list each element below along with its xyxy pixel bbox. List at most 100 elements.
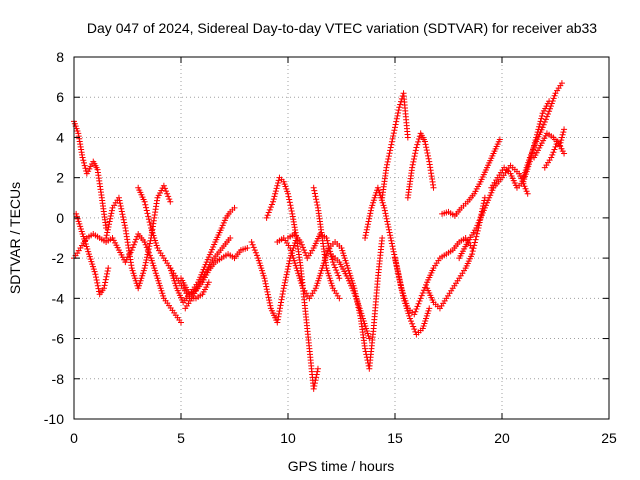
data-point bbox=[336, 295, 343, 302]
data-point bbox=[301, 247, 308, 254]
x-tick-label: 5 bbox=[177, 430, 185, 446]
data-point bbox=[478, 212, 485, 219]
series-arc-17 bbox=[379, 90, 411, 201]
data-point bbox=[342, 257, 349, 264]
data-point bbox=[329, 259, 336, 266]
data-point bbox=[538, 112, 545, 119]
data-point bbox=[262, 280, 269, 287]
data-point bbox=[348, 282, 355, 289]
data-point bbox=[129, 244, 136, 251]
data-point bbox=[155, 277, 162, 284]
data-point bbox=[430, 184, 437, 191]
data-point bbox=[117, 203, 124, 210]
data-point bbox=[87, 256, 94, 263]
data-point bbox=[398, 285, 405, 292]
data-point bbox=[267, 204, 274, 211]
data-point bbox=[411, 326, 418, 333]
data-point bbox=[285, 190, 291, 197]
data-point bbox=[104, 268, 111, 275]
data-point bbox=[366, 215, 373, 222]
data-point bbox=[388, 141, 395, 148]
data-point bbox=[311, 187, 318, 194]
data-point bbox=[89, 263, 96, 270]
data-point bbox=[410, 158, 417, 165]
data-point bbox=[390, 248, 397, 255]
data-point bbox=[81, 236, 88, 243]
data-point bbox=[366, 213, 373, 220]
data-point bbox=[107, 213, 114, 220]
data-point bbox=[289, 252, 296, 259]
data-point bbox=[474, 230, 481, 237]
data-point bbox=[80, 159, 87, 166]
series-arc-08 bbox=[182, 235, 234, 312]
data-point bbox=[136, 282, 143, 289]
data-point bbox=[143, 207, 150, 214]
x-tick-label: 15 bbox=[387, 430, 403, 446]
data-point bbox=[263, 283, 270, 290]
data-point bbox=[399, 287, 406, 294]
data-point bbox=[266, 297, 273, 304]
data-point bbox=[74, 215, 81, 222]
data-point bbox=[163, 188, 170, 195]
data-point bbox=[521, 172, 528, 179]
data-point bbox=[355, 302, 362, 309]
data-point bbox=[220, 219, 227, 226]
data-point bbox=[279, 293, 286, 300]
series-arc-19 bbox=[404, 130, 437, 201]
data-point bbox=[406, 312, 413, 319]
data-point bbox=[425, 152, 432, 159]
data-point bbox=[285, 263, 292, 270]
data-point bbox=[413, 144, 420, 151]
data-point bbox=[274, 182, 281, 189]
data-point bbox=[316, 272, 323, 279]
data-point bbox=[152, 270, 159, 277]
data-point bbox=[285, 193, 292, 200]
data-point bbox=[286, 196, 293, 203]
data-point bbox=[283, 271, 290, 278]
data-point bbox=[293, 265, 300, 272]
data-point bbox=[101, 282, 108, 289]
data-point bbox=[211, 241, 218, 248]
data-point bbox=[473, 224, 480, 231]
data-point bbox=[118, 205, 125, 212]
data-point bbox=[469, 248, 476, 255]
y-tick-label: -2 bbox=[52, 250, 65, 266]
data-point bbox=[425, 307, 432, 314]
data-point bbox=[104, 226, 111, 233]
series-arc-12 bbox=[285, 230, 343, 282]
data-point bbox=[350, 287, 357, 294]
data-point bbox=[149, 229, 156, 236]
data-point bbox=[559, 131, 566, 138]
data-point bbox=[295, 272, 302, 279]
data-point bbox=[364, 330, 371, 337]
data-point bbox=[522, 169, 529, 176]
data-point bbox=[104, 229, 111, 236]
data-point bbox=[412, 308, 419, 315]
data-point bbox=[536, 123, 543, 130]
data-point bbox=[395, 107, 402, 114]
data-point bbox=[264, 288, 271, 295]
data-point bbox=[288, 207, 295, 214]
data-point bbox=[106, 221, 113, 228]
data-point bbox=[332, 264, 339, 271]
data-point bbox=[389, 135, 396, 142]
y-axis-label: SDTVAR / TECUs bbox=[7, 182, 23, 294]
data-point bbox=[277, 302, 284, 309]
data-point bbox=[147, 222, 154, 229]
data-point bbox=[482, 202, 489, 209]
data-point bbox=[280, 288, 287, 295]
data-point bbox=[473, 233, 480, 240]
data-point bbox=[146, 243, 153, 250]
data-point bbox=[142, 259, 149, 266]
data-point bbox=[340, 252, 347, 259]
data-point bbox=[267, 302, 274, 309]
data-point bbox=[474, 222, 481, 229]
data-point bbox=[142, 201, 149, 208]
data-point bbox=[148, 255, 155, 262]
data-point bbox=[130, 241, 137, 248]
data-point bbox=[328, 280, 335, 287]
y-tick-label: -10 bbox=[44, 411, 64, 427]
data-point bbox=[524, 190, 531, 197]
data-point bbox=[386, 229, 393, 236]
data-point bbox=[387, 147, 394, 154]
